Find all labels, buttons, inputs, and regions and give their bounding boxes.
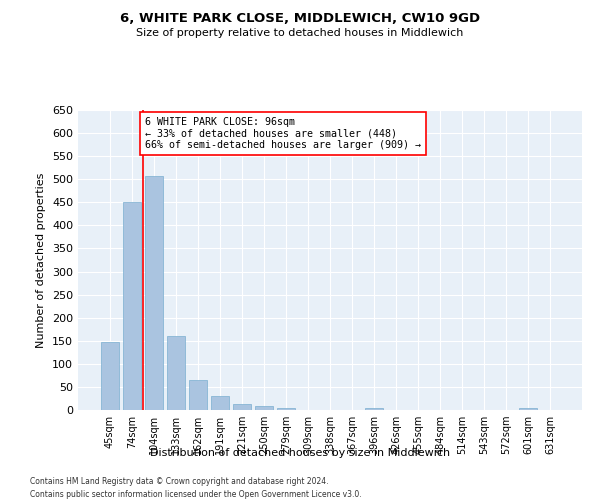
Text: Size of property relative to detached houses in Middlewich: Size of property relative to detached ho… <box>136 28 464 38</box>
Text: 6, WHITE PARK CLOSE, MIDDLEWICH, CW10 9GD: 6, WHITE PARK CLOSE, MIDDLEWICH, CW10 9G… <box>120 12 480 26</box>
Bar <box>211 396 229 410</box>
Bar <box>233 404 251 410</box>
Bar <box>189 380 206 410</box>
Y-axis label: Number of detached properties: Number of detached properties <box>37 172 46 348</box>
Bar <box>365 408 383 410</box>
Text: Contains public sector information licensed under the Open Government Licence v3: Contains public sector information licen… <box>30 490 362 499</box>
Text: Distribution of detached houses by size in Middlewich: Distribution of detached houses by size … <box>150 448 450 458</box>
Bar <box>167 336 185 410</box>
Bar <box>145 176 163 410</box>
Bar <box>255 406 273 410</box>
Text: 6 WHITE PARK CLOSE: 96sqm
← 33% of detached houses are smaller (448)
66% of semi: 6 WHITE PARK CLOSE: 96sqm ← 33% of detac… <box>145 117 421 150</box>
Text: Contains HM Land Registry data © Crown copyright and database right 2024.: Contains HM Land Registry data © Crown c… <box>30 478 329 486</box>
Bar <box>520 408 537 410</box>
Bar <box>123 202 140 410</box>
Bar <box>277 408 295 410</box>
Bar <box>101 342 119 410</box>
